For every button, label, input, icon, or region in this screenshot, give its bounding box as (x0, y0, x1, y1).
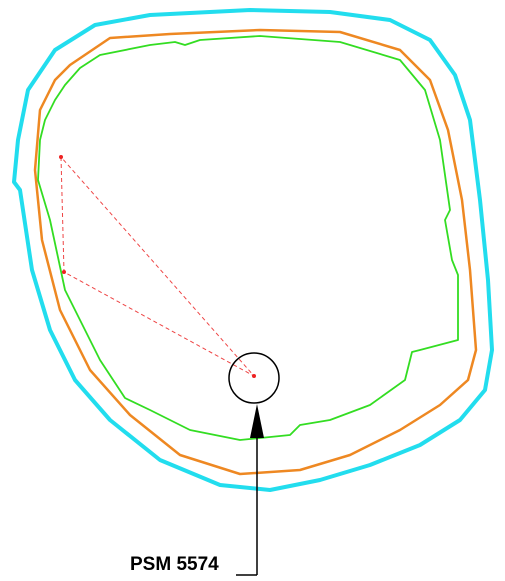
inner-boundary (37, 35, 459, 441)
target-circle (228, 352, 280, 404)
label: PSM 5574 (130, 554, 219, 575)
point (252, 374, 256, 378)
outer-boundary (12, 8, 494, 492)
point (59, 155, 63, 159)
arrowhead (250, 404, 264, 438)
point (62, 270, 66, 274)
dashed-route (60, 156, 255, 377)
middle-boundary (33, 28, 478, 476)
